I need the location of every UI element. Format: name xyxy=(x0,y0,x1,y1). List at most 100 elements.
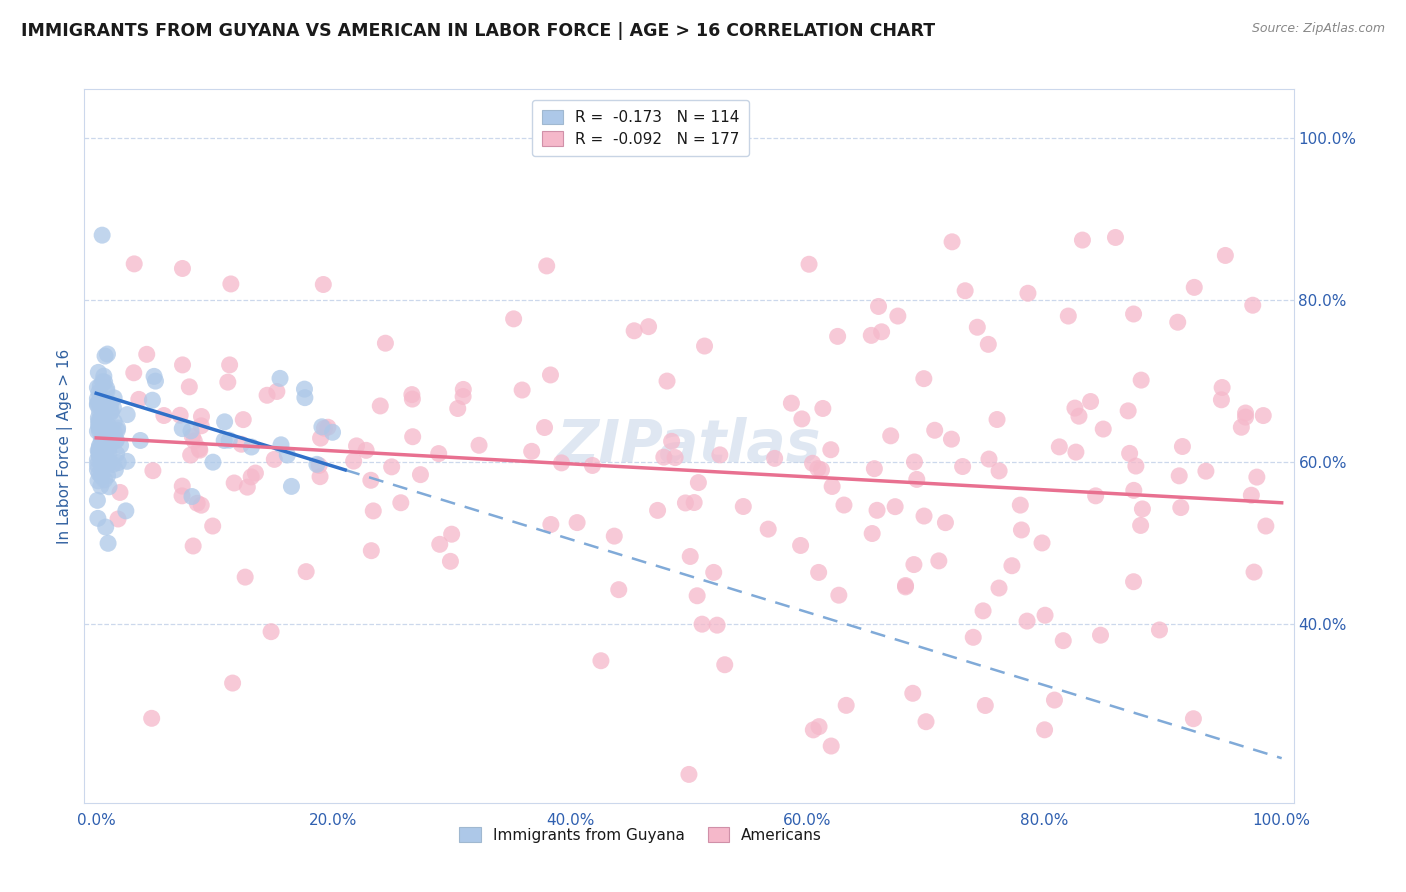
Point xyxy=(93,418,115,433)
Point xyxy=(142,464,165,478)
Point xyxy=(107,456,129,470)
Point xyxy=(1130,373,1153,387)
Point xyxy=(93,411,115,425)
Point xyxy=(89,439,111,453)
Point xyxy=(1118,446,1140,460)
Point xyxy=(91,375,114,389)
Point xyxy=(129,434,152,448)
Point xyxy=(402,430,425,444)
Point xyxy=(520,444,543,458)
Point xyxy=(101,458,124,472)
Point xyxy=(172,421,194,435)
Point xyxy=(565,516,588,530)
Point xyxy=(1084,489,1107,503)
Point xyxy=(96,347,118,361)
Point xyxy=(870,325,893,339)
Point xyxy=(188,442,211,456)
Point xyxy=(270,438,292,452)
Point xyxy=(190,409,212,424)
Point xyxy=(1116,404,1139,418)
Point xyxy=(308,458,330,473)
Point xyxy=(93,473,115,487)
Point xyxy=(90,469,112,483)
Point xyxy=(510,383,533,397)
Point xyxy=(188,443,211,458)
Point xyxy=(440,527,463,541)
Point xyxy=(103,391,125,405)
Point xyxy=(924,423,946,437)
Point xyxy=(468,438,491,452)
Point xyxy=(153,409,176,423)
Point xyxy=(97,536,120,550)
Point xyxy=(756,522,779,536)
Point xyxy=(180,424,202,438)
Point xyxy=(295,565,318,579)
Point xyxy=(381,459,404,474)
Point xyxy=(540,368,562,382)
Point xyxy=(100,406,122,420)
Text: IMMIGRANTS FROM GUYANA VS AMERICAN IN LABOR FORCE | AGE > 16 CORRELATION CHART: IMMIGRANTS FROM GUYANA VS AMERICAN IN LA… xyxy=(21,22,935,40)
Point xyxy=(1033,608,1056,623)
Point xyxy=(91,456,114,470)
Point xyxy=(104,434,127,448)
Point xyxy=(128,392,150,407)
Legend: Immigrants from Guyana, Americans: Immigrants from Guyana, Americans xyxy=(453,821,828,848)
Point xyxy=(294,391,316,405)
Point xyxy=(427,446,450,460)
Point xyxy=(1080,394,1102,409)
Point xyxy=(1230,420,1253,434)
Point xyxy=(86,452,108,467)
Point xyxy=(172,261,194,276)
Point xyxy=(820,442,842,457)
Point xyxy=(988,581,1011,595)
Point xyxy=(86,493,108,508)
Point xyxy=(217,375,239,389)
Point xyxy=(110,438,132,452)
Point xyxy=(1132,502,1154,516)
Point xyxy=(218,358,240,372)
Point xyxy=(887,309,910,323)
Point xyxy=(941,432,963,446)
Point xyxy=(1047,440,1070,454)
Point xyxy=(309,431,332,445)
Point xyxy=(181,490,204,504)
Point xyxy=(90,433,112,447)
Point xyxy=(354,443,377,458)
Point xyxy=(860,328,883,343)
Point xyxy=(169,409,191,423)
Point xyxy=(1168,468,1191,483)
Point xyxy=(866,503,889,517)
Point xyxy=(107,512,129,526)
Point xyxy=(100,397,122,411)
Point xyxy=(115,504,138,518)
Point xyxy=(224,475,246,490)
Point xyxy=(93,369,115,384)
Point xyxy=(401,387,423,401)
Point xyxy=(1064,445,1087,459)
Point xyxy=(988,464,1011,478)
Point xyxy=(1001,558,1024,573)
Point xyxy=(96,428,118,442)
Point xyxy=(260,624,283,639)
Point xyxy=(952,459,974,474)
Point xyxy=(884,500,907,514)
Point xyxy=(90,459,112,474)
Point xyxy=(89,421,111,435)
Point xyxy=(87,385,110,400)
Point xyxy=(1122,483,1144,498)
Point xyxy=(1234,410,1257,425)
Point xyxy=(100,404,122,418)
Point xyxy=(212,434,235,448)
Point xyxy=(439,554,461,568)
Point xyxy=(807,461,830,475)
Point xyxy=(87,511,110,525)
Point xyxy=(266,384,288,399)
Point xyxy=(1067,409,1090,424)
Point xyxy=(90,432,112,446)
Point xyxy=(97,418,120,433)
Point xyxy=(453,383,475,397)
Point xyxy=(105,423,128,437)
Point xyxy=(863,461,886,475)
Point xyxy=(860,526,883,541)
Point xyxy=(1122,307,1144,321)
